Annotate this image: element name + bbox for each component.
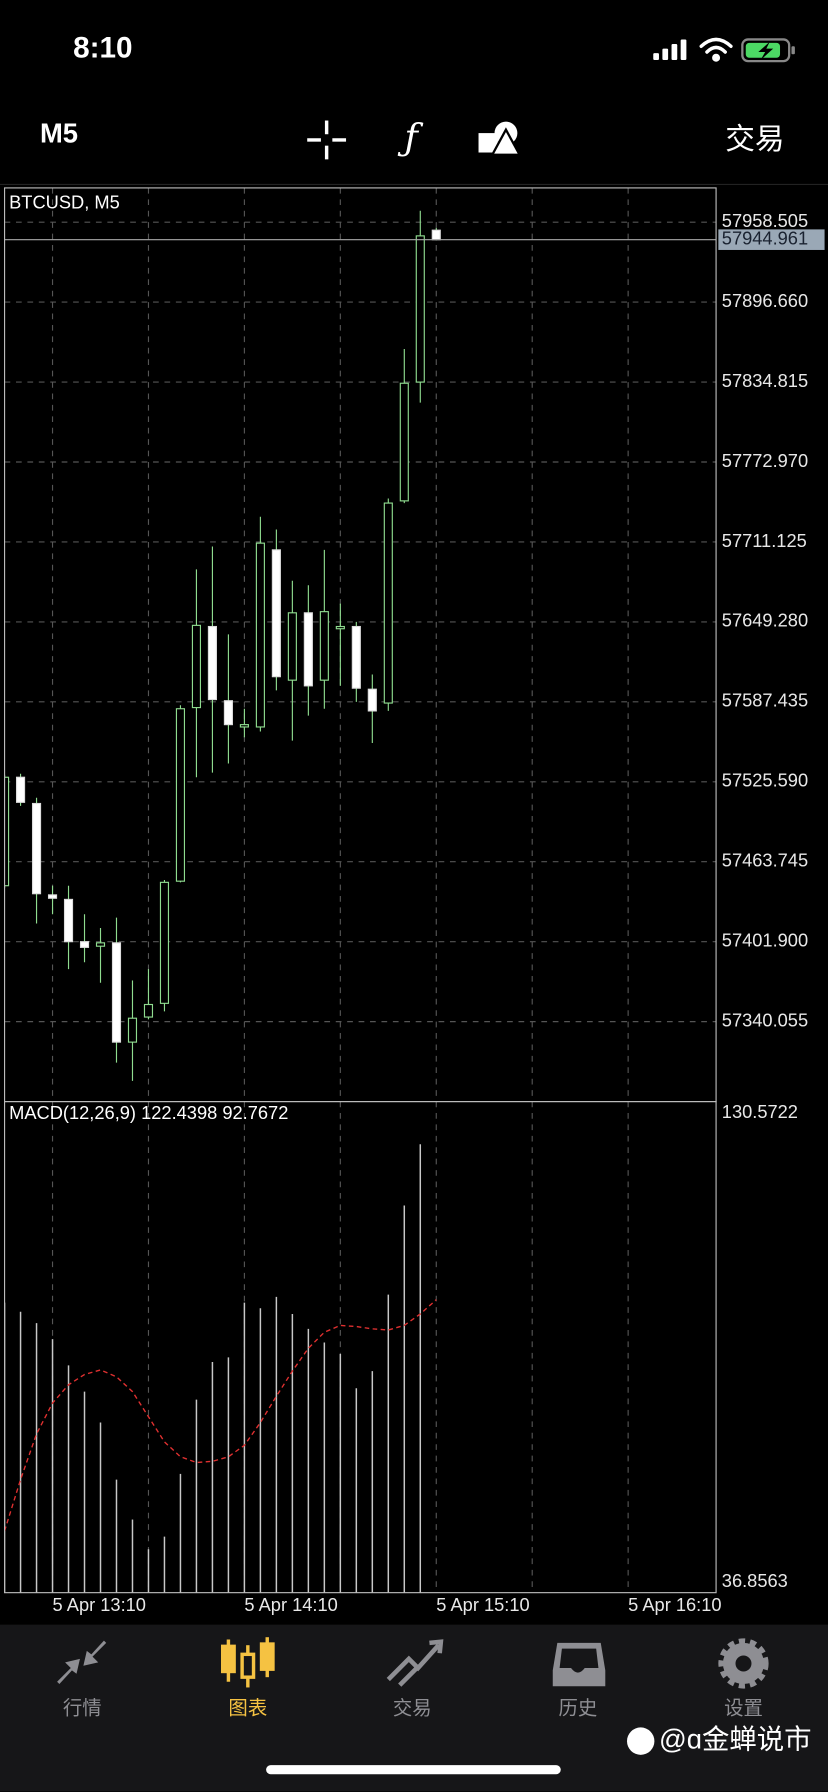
y-tick-label: 57772.970 bbox=[722, 450, 808, 471]
plot bbox=[4, 187, 717, 1102]
tab-label[interactable]: 交易 bbox=[393, 1697, 432, 1719]
current-price-label: 57944.961 bbox=[722, 228, 808, 249]
tab-label[interactable]: 行情 bbox=[63, 1697, 102, 1719]
macd-frame bbox=[3, 1101, 717, 1594]
candle-body bbox=[191, 624, 202, 709]
candle-body bbox=[175, 708, 186, 882]
trade-icon[interactable] bbox=[386, 1639, 444, 1687]
y-tick-label: 57834.815 bbox=[722, 370, 808, 391]
candle-body bbox=[239, 724, 249, 728]
y-tick-label: 57958.505 bbox=[722, 210, 808, 231]
battery-icon bbox=[741, 38, 795, 63]
x-tick-label: 5 Apr 15:10 bbox=[436, 1594, 529, 1615]
y-tick-label: 57896.660 bbox=[722, 290, 808, 311]
candle-body bbox=[79, 941, 90, 948]
y-tick-label: 57649.280 bbox=[722, 610, 808, 631]
candle-body bbox=[415, 235, 425, 383]
tab-label[interactable]: 图表 bbox=[228, 1697, 267, 1719]
price-panel bbox=[4, 187, 717, 1102]
candle-body bbox=[223, 700, 233, 726]
candle-body bbox=[367, 688, 377, 712]
y-tick-label: 57340.055 bbox=[722, 1009, 808, 1030]
candle-body bbox=[271, 549, 281, 678]
objects-button[interactable] bbox=[478, 121, 522, 156]
candle-body bbox=[255, 542, 265, 728]
candle-body bbox=[111, 942, 122, 1043]
timeframe-button[interactable]: M5 bbox=[40, 118, 78, 149]
macd-title: MACD(12,26,9) 122.4398 92.7672 bbox=[9, 1102, 288, 1123]
candle-body bbox=[31, 802, 42, 895]
candle-body bbox=[319, 611, 329, 681]
y-tick-label: 57463.745 bbox=[722, 850, 808, 871]
x-tick-label: 5 Apr 16:10 bbox=[628, 1594, 721, 1615]
y-tick-label: 130.5722 bbox=[722, 1101, 798, 1122]
candle-body bbox=[47, 894, 58, 899]
y-tick-label: 57587.435 bbox=[722, 690, 808, 711]
watermark: @ɑ金蝉说市 bbox=[659, 1723, 812, 1754]
candle-body bbox=[399, 382, 409, 502]
x-tick-label: 5 Apr 13:10 bbox=[53, 1594, 146, 1615]
macd-panel bbox=[4, 1101, 629, 1593]
candle-body bbox=[383, 502, 393, 704]
y-tick-label: 57711.125 bbox=[722, 530, 807, 551]
candle-body bbox=[287, 612, 297, 681]
signal-icon bbox=[653, 39, 687, 61]
candle-body bbox=[335, 625, 345, 630]
candle-body bbox=[4, 776, 10, 887]
chart-icon[interactable] bbox=[220, 1637, 275, 1688]
candle-body bbox=[303, 612, 313, 687]
y-tick-label: 57525.590 bbox=[722, 770, 808, 791]
candle-body bbox=[127, 1017, 138, 1043]
wifi-icon bbox=[699, 37, 733, 62]
y-tick-label: 57401.900 bbox=[722, 930, 808, 951]
x-tick-label: 5 Apr 14:10 bbox=[244, 1594, 337, 1615]
candle-body bbox=[351, 625, 361, 689]
signal-line bbox=[4, 1299, 437, 1532]
crosshair-button[interactable] bbox=[307, 120, 347, 160]
candle-body bbox=[431, 229, 441, 241]
current-price-box bbox=[718, 229, 825, 250]
candle-body bbox=[143, 1003, 154, 1018]
tab-label[interactable]: 设置 bbox=[724, 1697, 763, 1719]
tab-bar bbox=[0, 1624, 828, 1792]
candle-body bbox=[159, 881, 170, 1004]
trade-button[interactable]: 交易 bbox=[725, 123, 784, 156]
candle-body bbox=[15, 776, 26, 803]
candle-body bbox=[207, 625, 217, 701]
symbol-title: BTCUSD, M5 bbox=[9, 192, 120, 213]
plot bbox=[4, 1101, 629, 1593]
watermark-logo bbox=[626, 1727, 655, 1755]
candle-body bbox=[95, 942, 106, 947]
clock: 8:10 bbox=[73, 32, 132, 65]
settings-icon[interactable] bbox=[718, 1638, 769, 1689]
history-icon[interactable] bbox=[552, 1642, 606, 1687]
tab-label[interactable]: 历史 bbox=[558, 1697, 597, 1719]
home-indicator bbox=[266, 1765, 561, 1775]
y-tick-label: 36.8563 bbox=[722, 1570, 788, 1591]
quotes-icon[interactable] bbox=[57, 1640, 107, 1685]
candle-body bbox=[63, 898, 74, 943]
